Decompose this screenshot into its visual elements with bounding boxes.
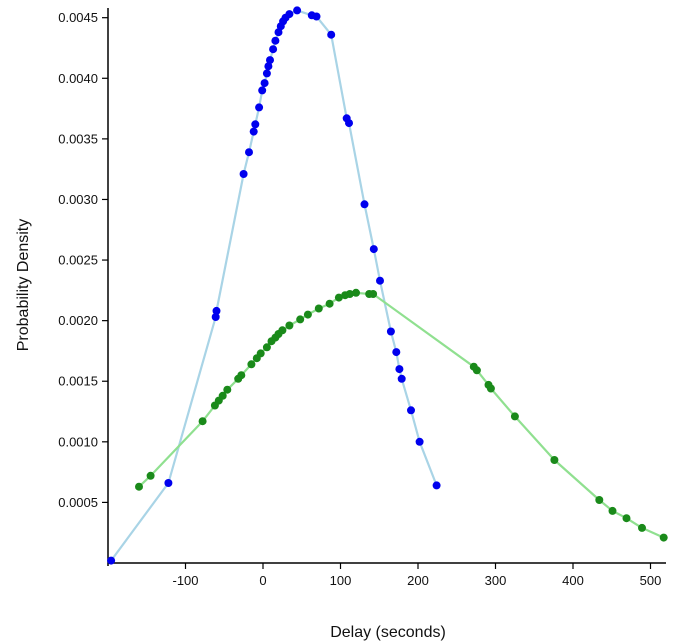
x-tick-label: 200 (407, 573, 429, 588)
series-1-point (296, 315, 305, 324)
series-0-point (392, 348, 401, 357)
series-points (107, 6, 668, 565)
series-1-point (510, 412, 519, 421)
x-tick-label: 500 (640, 573, 662, 588)
x-tick-label: 0 (259, 573, 266, 588)
series-0-point (285, 10, 294, 19)
series-1-point (146, 471, 155, 480)
series-0-point (345, 119, 353, 128)
x-tick-label: 400 (562, 573, 584, 588)
series-0-point (245, 148, 253, 157)
series-1-line (138, 291, 665, 539)
series-0-point (274, 28, 283, 37)
series-0-point (415, 437, 424, 446)
series-1-point (608, 506, 617, 515)
series-0-point (271, 36, 280, 45)
series-1-point (595, 496, 604, 504)
series-0-point (239, 170, 248, 178)
series-1-point (285, 321, 294, 330)
x-tick-label: -100 (172, 573, 198, 588)
series-0-point (264, 62, 273, 71)
series-0-point (407, 406, 415, 415)
y-tick-label: 0.0010 (58, 434, 98, 449)
series-1-point (472, 366, 481, 375)
y-tick-label: 0.0045 (58, 10, 98, 25)
series-0-point (164, 479, 173, 487)
series-1-point (256, 349, 265, 358)
series-0-point (212, 306, 221, 315)
y-axis-label: Probability Density (15, 219, 32, 352)
series-1-point (369, 290, 378, 298)
series-0-point (360, 200, 369, 209)
series-0-point (260, 79, 269, 88)
x-axis-label: Delay (seconds) (330, 624, 446, 641)
y-tick-label: 0.0025 (58, 253, 98, 268)
x-tick-label: 300 (485, 573, 507, 588)
ticks: -100 0 100 200 300 400 500 0.0005 0.0010 0.0015 0.… (58, 10, 661, 588)
series-0-point (262, 69, 271, 78)
series-1-point (218, 391, 227, 400)
y-tick-label: 0.0040 (58, 71, 98, 86)
series-0-point (312, 12, 321, 21)
series-1-point (278, 326, 287, 335)
series-0-point (251, 120, 260, 129)
series-0-line (110, 9, 438, 562)
series-1-point (314, 304, 323, 313)
series-0-point (369, 245, 378, 254)
series-0-point (107, 556, 116, 565)
series-1-point (303, 310, 312, 319)
series-1-point (622, 514, 631, 523)
axes (107, 8, 666, 566)
series-1-point (262, 343, 271, 352)
series-1-point (198, 417, 207, 426)
series-1-point (223, 385, 232, 394)
x-tick-label: 100 (330, 573, 352, 588)
series-0-point (327, 30, 336, 39)
series-0-point (432, 481, 441, 490)
y-tick-label: 0.0030 (58, 192, 98, 207)
series-1-point (135, 482, 143, 491)
series-1-point (325, 299, 334, 308)
y-tick-label: 0.0005 (58, 495, 98, 510)
series-1-point (237, 371, 246, 380)
series-0-point (395, 365, 404, 374)
series-1-point (659, 533, 668, 542)
series-0-point (293, 6, 302, 15)
series-lines (110, 9, 665, 562)
series-0-point (255, 103, 264, 112)
series-1-point (334, 293, 343, 302)
series-1-point (247, 360, 256, 369)
series-1-point (550, 456, 559, 464)
series-0-point (376, 276, 384, 285)
series-1-point (638, 523, 646, 532)
series-0-point (386, 327, 395, 336)
series-1-point (486, 384, 495, 393)
series-0-point (258, 86, 267, 95)
series-1-point (352, 288, 360, 297)
series-0-point (397, 374, 406, 383)
series-1-point (345, 290, 354, 298)
series-0-point (266, 56, 274, 65)
y-tick-label: 0.0035 (58, 131, 98, 146)
series-0-point (211, 313, 220, 321)
y-tick-label: 0.0015 (58, 374, 98, 389)
series-0-point (249, 127, 258, 136)
series-0-point (269, 45, 278, 54)
y-tick-label: 0.0020 (58, 313, 98, 328)
